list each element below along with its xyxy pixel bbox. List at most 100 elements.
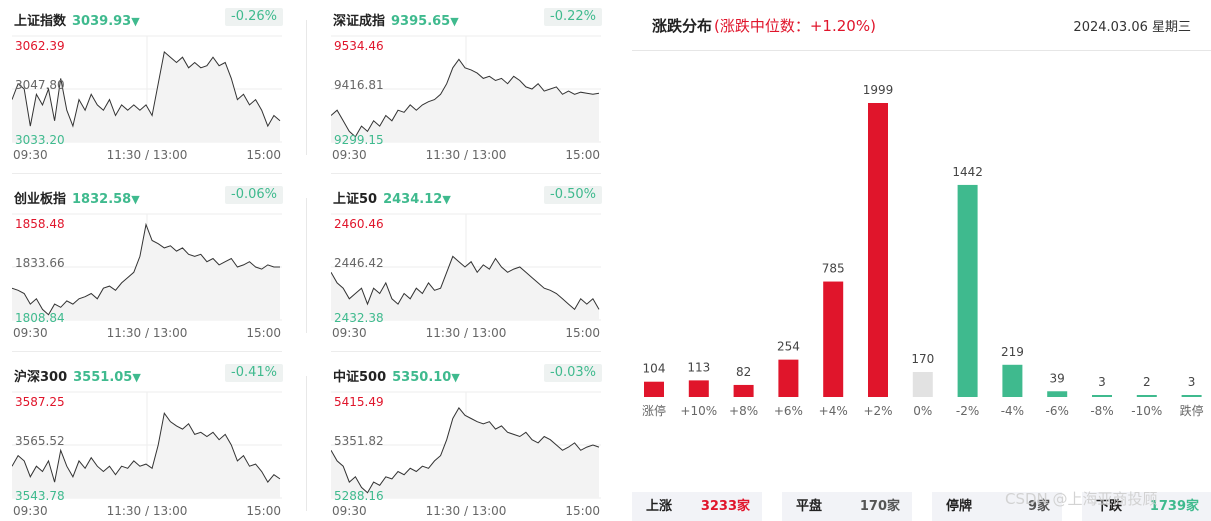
- index-value: 9395.65: [391, 14, 451, 29]
- y-axis-high-label: 5415.49: [334, 395, 384, 409]
- bar[interactable]: [1092, 395, 1112, 397]
- column-divider: [306, 198, 307, 333]
- price-area: [12, 51, 280, 142]
- bar[interactable]: [688, 380, 709, 397]
- index-header: 上证指数 3039.93▼ -0.26%: [12, 0, 283, 29]
- distribution-title-text: 涨跌分布: [652, 17, 713, 35]
- time-start-label: 09:30: [332, 148, 367, 160]
- index-panel[interactable]: 上证50 2434.12▼ -0.50% 2460.46 2446.42 2432.38 0…: [331, 178, 602, 338]
- y-axis-low-label: 5288.16: [334, 489, 384, 503]
- bar-value-label: 3: [1098, 375, 1106, 389]
- bar-value-label: 170: [911, 352, 934, 366]
- y-axis-high-label: 2460.46: [334, 217, 384, 231]
- time-end-label: 15:00: [565, 148, 600, 160]
- time-start-label: 09:30: [332, 326, 367, 338]
- divider: [632, 50, 1211, 51]
- y-axis-low-label: 9299.15: [334, 133, 384, 147]
- y-axis-mid-label: 2446.42: [334, 256, 384, 270]
- index-value: 2434.12: [383, 192, 443, 207]
- bar-value-label: 2: [1143, 375, 1151, 389]
- bar[interactable]: [1181, 395, 1202, 397]
- time-end-label: 15:00: [565, 326, 600, 338]
- distribution-panel: 涨跌分布 (涨跌中位数：+1.20%) 2024.03.06 星期三 104 涨停 1…: [632, 0, 1211, 521]
- bar[interactable]: [733, 384, 754, 397]
- bar-value-label: 3: [1188, 375, 1196, 389]
- trade-date: 2024.03.06 星期三: [1073, 20, 1191, 35]
- category-label: +8%: [729, 404, 758, 418]
- column-divider: [306, 20, 307, 155]
- index-panel[interactable]: 中证500 5350.10▼ -0.03% 5415.49 5351.82 5288.16…: [331, 356, 602, 516]
- index-panel[interactable]: 上证指数 3039.93▼ -0.26% 3062.39 3047.80 3033.20 0…: [12, 0, 283, 160]
- category-label: 涨停: [642, 403, 666, 418]
- change-badge: -0.06%: [225, 186, 283, 204]
- category-label: +6%: [774, 404, 803, 418]
- price-area: [12, 224, 280, 320]
- down-arrow-icon: ▼: [131, 193, 140, 206]
- bar[interactable]: [1002, 364, 1023, 397]
- bar[interactable]: [957, 184, 978, 397]
- change-badge: -0.41%: [225, 364, 283, 382]
- bar-value-label: 104: [643, 362, 666, 376]
- category-label: +4%: [819, 404, 848, 418]
- index-name-text: 沪深300: [14, 370, 68, 385]
- index-name: 上证50 2434.12▼: [333, 188, 451, 207]
- y-axis-low-label: 1808.84: [15, 311, 65, 325]
- bar[interactable]: [778, 359, 799, 397]
- index-panel[interactable]: 深证成指 9395.65▼ -0.22% 9534.46 9416.81 9299.15 0…: [331, 0, 602, 160]
- summary-label: 上涨: [646, 499, 673, 514]
- price-line: [331, 407, 600, 494]
- index-name: 深证成指 9395.65▼: [333, 10, 459, 29]
- down-arrow-icon: ▼: [132, 371, 141, 384]
- index-header: 中证500 5350.10▼ -0.03%: [331, 356, 602, 385]
- summary-label: 下跌: [1096, 499, 1123, 514]
- price-line: [12, 50, 281, 128]
- index-name: 创业板指 1832.58▼: [14, 188, 140, 207]
- price-area: [331, 407, 599, 498]
- index-name-text: 深证成指: [333, 14, 386, 29]
- y-axis-high-label: 1858.48: [15, 217, 65, 231]
- category-label: -6%: [1046, 404, 1069, 418]
- price-area: [12, 413, 280, 498]
- category-label: -10%: [1131, 404, 1162, 418]
- category-label: +2%: [863, 404, 892, 418]
- time-mid-label: 11:30 / 13:00: [426, 148, 507, 160]
- y-axis-high-label: 9534.46: [334, 39, 384, 53]
- y-axis-low-label: 3033.20: [15, 133, 65, 147]
- bar-value-label: 113: [687, 360, 710, 374]
- bar-value-label: 82: [736, 365, 751, 379]
- index-value: 5350.10: [392, 370, 452, 385]
- bar-value-label: 1442: [952, 165, 983, 179]
- price-line: [331, 58, 600, 138]
- category-label: -8%: [1090, 404, 1113, 418]
- time-start-label: 09:30: [13, 148, 48, 160]
- index-panel[interactable]: 沪深300 3551.05▼ -0.41% 3587.25 3565.52 3543.78…: [12, 356, 283, 516]
- index-panel[interactable]: 创业板指 1832.58▼ -0.06% 1858.48 1833.66 1808.84 0…: [12, 178, 283, 338]
- watermark: CSDN @上海亚商投顾: [1005, 490, 1158, 508]
- index-header: 沪深300 3551.05▼ -0.41%: [12, 356, 283, 385]
- category-label: 0%: [913, 404, 932, 418]
- down-arrow-icon: ▼: [450, 15, 459, 28]
- bar[interactable]: [1047, 391, 1068, 397]
- y-axis-low-label: 2432.38: [334, 311, 384, 325]
- bar[interactable]: [912, 371, 933, 397]
- bar[interactable]: [868, 103, 888, 397]
- index-name-text: 上证指数: [14, 14, 67, 29]
- index-header: 深证成指 9395.65▼ -0.22%: [331, 0, 602, 29]
- bar-value-label: 39: [1050, 371, 1065, 385]
- y-axis-low-label: 3543.78: [15, 489, 65, 503]
- bar-value-label: 1999: [863, 83, 894, 97]
- bar[interactable]: [1136, 395, 1157, 397]
- time-start-label: 09:30: [13, 326, 48, 338]
- row-divider: [331, 351, 601, 352]
- y-axis-mid-label: 5351.82: [334, 434, 384, 448]
- median-label: (涨跌中位数：+1.20%): [714, 17, 876, 35]
- bar[interactable]: [823, 281, 844, 397]
- price-area: [331, 59, 599, 142]
- distribution-bar-chart: 104 涨停 113 +10% 82 +8% 254 +6% 785 +4% 1999 +2% 170 0…: [642, 83, 1204, 418]
- index-name: 沪深300 3551.05▼: [14, 366, 141, 385]
- bar[interactable]: [644, 381, 664, 397]
